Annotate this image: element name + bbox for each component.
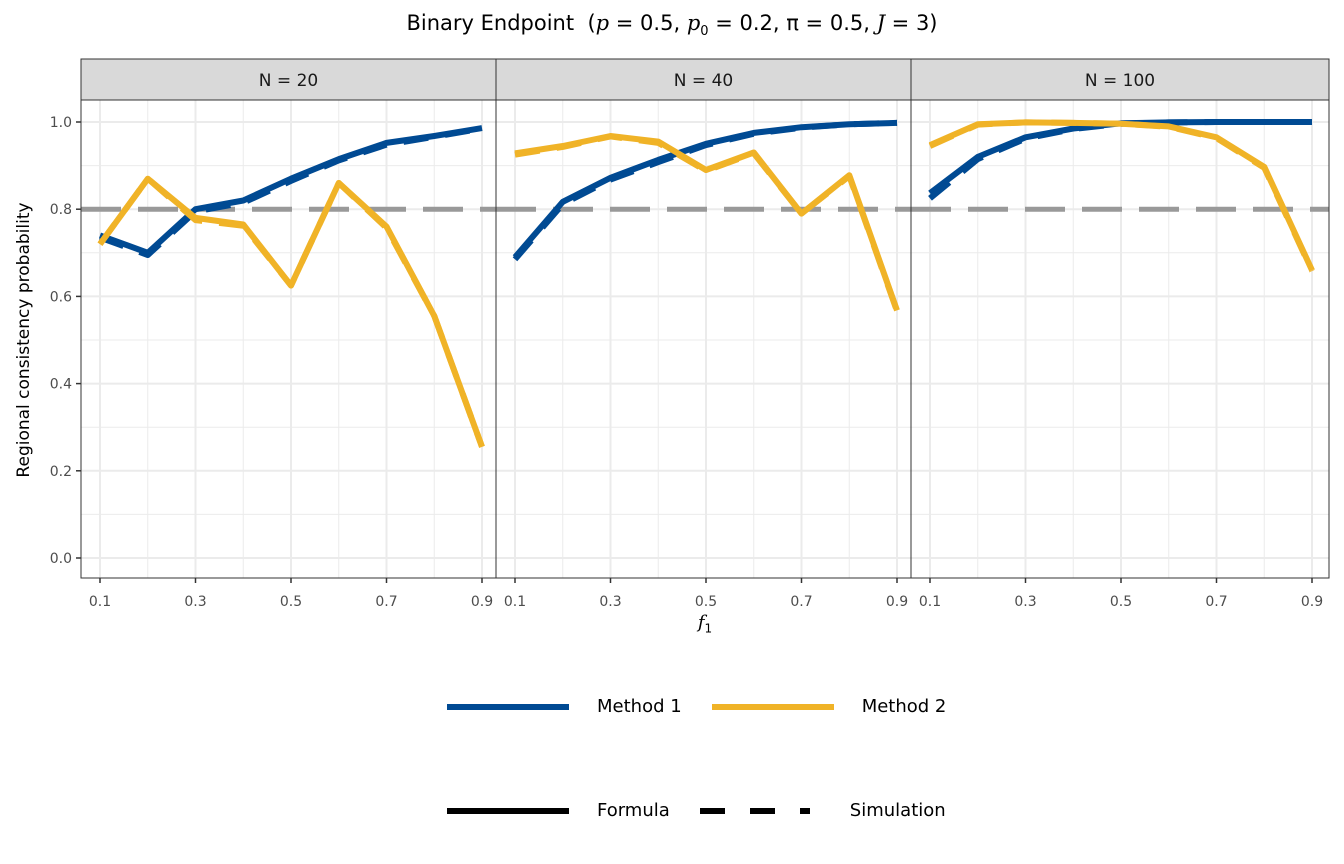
legend-label-simulation: Simulation [849, 800, 946, 821]
x-tick-label: 0.7 [1205, 594, 1227, 610]
x-tick-label: 0.7 [790, 594, 812, 610]
series-line [98, 125, 483, 258]
legend-label-method-2: Method 2 [861, 696, 947, 717]
legend-key-formula [447, 807, 569, 814]
x-tick-label: 0.3 [599, 594, 621, 610]
facet-panel: N = 100 0.1 0.3 0.5 0.7 0.9 [910, 58, 1330, 610]
facet-strip-label: N = 100 [1085, 71, 1155, 91]
series-line [514, 133, 900, 313]
x-tick-label: 0.5 [280, 594, 302, 610]
x-axis-label: f1 [698, 612, 712, 636]
x-tick-label: 0.3 [184, 594, 206, 610]
legend-label-formula: Formula [597, 800, 670, 821]
x-tick-label: 0.5 [1110, 594, 1132, 610]
x-tick-label: 0.5 [695, 594, 717, 610]
legend-key-method-1 [447, 703, 569, 710]
x-tick-label: 0.1 [504, 594, 526, 610]
legend-method: Method 1 Method 2 [447, 696, 976, 717]
y-tick-label: 1.0 [50, 115, 72, 131]
y-tick-label: 0.0 [50, 551, 72, 567]
series-line [512, 119, 898, 262]
facet-panel: N = 20 0.1 0.3 0.5 0.7 0.9 [80, 58, 497, 610]
x-axis-label-main: f [697, 612, 705, 633]
facet-panel: N = 40 0.1 0.3 0.5 0.7 0.9 [495, 58, 912, 610]
legend-key-method-2 [711, 703, 834, 710]
x-tick-label: 0.7 [375, 594, 397, 610]
chart-title: Binary Endpoint (p = 0.5, p0 = 0.2, π = … [406, 11, 938, 40]
legend-type: Formula Simulation [447, 800, 976, 821]
y-axis-label: Regional consistency probability [14, 202, 34, 478]
y-tick-label: 0.2 [50, 464, 72, 480]
legend-key-simulation [699, 807, 822, 814]
x-tick-label: 0.3 [1014, 594, 1036, 610]
series-line [97, 175, 485, 448]
y-tick-label: 0.8 [50, 202, 72, 218]
y-tick-label: 0.6 [50, 289, 72, 305]
facet-strip-label: N = 40 [674, 71, 733, 91]
chart-title-main: Binary Endpoint [406, 11, 575, 35]
x-tick-label: 0.9 [1301, 594, 1323, 610]
x-tick-label: 0.1 [89, 594, 111, 610]
x-axis-label-subscript: 1 [704, 621, 713, 636]
facet-strip-label: N = 20 [259, 71, 318, 91]
y-tick-label: 0.4 [50, 377, 72, 393]
x-tick-label: 0.1 [919, 594, 941, 610]
legend-label-method-1: Method 1 [597, 696, 682, 717]
x-tick-label: 0.9 [471, 594, 493, 610]
series-line [928, 119, 1315, 272]
x-tick-label: 0.9 [886, 594, 908, 610]
